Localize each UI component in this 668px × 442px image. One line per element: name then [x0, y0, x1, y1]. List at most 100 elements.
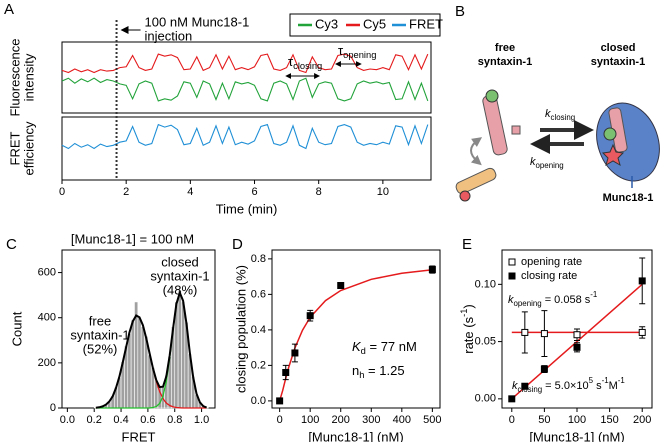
fragment — [511, 125, 521, 135]
kd-label-part: d — [361, 346, 366, 356]
panel-letter: D — [232, 236, 243, 253]
free-label: free — [495, 42, 515, 54]
k-closing-part: k — [545, 108, 551, 120]
y-axis-label: closing population (%) — [233, 265, 248, 393]
closed-label: closed — [161, 254, 199, 269]
kd-label-part: = 77 nM — [366, 339, 417, 354]
data-point — [540, 330, 548, 338]
legend-label: opening rate — [521, 256, 582, 268]
y-tick-label: 600 — [38, 266, 56, 278]
closed-label: syntaxin-1 — [591, 56, 645, 68]
x-tick-label: 300 — [362, 414, 380, 426]
y-axis-label: rate (s-1) — [459, 304, 476, 354]
data-point — [573, 343, 581, 351]
hist-bar — [127, 333, 132, 409]
x-tick-label: 400 — [393, 414, 411, 426]
free-label: syntaxin-1 — [70, 327, 129, 342]
k-opening-label-part: k — [508, 294, 514, 306]
k-closing-label-part: 5 — [589, 376, 594, 385]
legend-box — [289, 13, 441, 37]
axes-frame — [61, 116, 432, 181]
flex-arrow — [470, 137, 483, 166]
k-closing-label-part: = 5.0×10 — [542, 380, 589, 392]
y-tick-label: 0.10 — [475, 278, 496, 290]
y-tick-label: 0.8 — [251, 253, 266, 265]
y-tick-label: 200 — [38, 357, 56, 369]
x-tick-label: 200 — [332, 414, 350, 426]
y-axis-label: Fluorescence — [7, 38, 22, 116]
k-opening-label: kopening = 0.058 s-1 — [508, 290, 598, 308]
k-closing-label-part: closing — [518, 385, 543, 394]
closed-donor — [603, 127, 617, 141]
x-tick-label: 4 — [187, 186, 193, 198]
x-axis-label: [Munc18-1] (nM) — [529, 429, 624, 442]
data-point — [521, 382, 529, 390]
fit-line — [278, 268, 433, 402]
x-axis-label: FRET — [122, 429, 156, 442]
x-tick-label: 0.6 — [140, 414, 155, 426]
y-tick-label: 0.0 — [251, 395, 266, 407]
data-point — [638, 328, 646, 336]
data-point — [540, 365, 548, 373]
x-tick-label: 500 — [423, 414, 441, 426]
nh-label-part: h — [359, 370, 364, 380]
closed-acceptor — [601, 143, 625, 167]
diagram-b — [455, 89, 660, 202]
fit-curve — [95, 289, 207, 409]
k-closing-label: kclosing = 5.0×105 s-1M-1 — [512, 376, 625, 394]
k-closing-part: closing — [551, 113, 576, 122]
x-tick-label: 0.2 — [87, 414, 102, 426]
x-tick-label: 0.4 — [113, 414, 128, 426]
y-tick-label: 0.00 — [475, 393, 496, 405]
donor — [485, 89, 499, 103]
legend-label: Cy3 — [315, 16, 338, 31]
y-axis-label: intensity — [21, 53, 36, 101]
y-axis-label-part: rate (s — [461, 316, 476, 353]
hist-bar — [181, 301, 186, 409]
y-tick-label: 0.6 — [251, 288, 266, 300]
data-point — [428, 266, 436, 274]
x-tick-label: 6 — [251, 186, 257, 198]
free-label: free — [89, 313, 111, 328]
x-tick-label: 10 — [377, 186, 389, 198]
x-tick-label: 0 — [509, 414, 515, 426]
kd-label-part: K — [352, 339, 362, 354]
x-tick-label: 1.0 — [194, 414, 209, 426]
tau-closing-part: closing — [293, 61, 322, 71]
k-closing-label-part: k — [512, 380, 518, 392]
syntaxin-habc — [455, 167, 497, 195]
k-opening-part: k — [530, 156, 536, 168]
x-tick-label: 2 — [123, 186, 129, 198]
nh-label-part: = 1.25 — [364, 363, 404, 378]
k-opening-label-part: opening — [514, 299, 542, 308]
k-opening-label-part: -1 — [590, 290, 598, 299]
injection-label: 100 nM Munc18-1 — [145, 14, 250, 29]
x-tick-label: 0 — [59, 186, 65, 198]
data-point — [573, 331, 581, 339]
closed-label: closed — [601, 42, 636, 54]
k-closing-label-part: M — [609, 380, 618, 392]
k-opening: kopening — [530, 156, 564, 170]
data-point — [337, 282, 345, 290]
y-tick-label: 0 — [50, 402, 56, 414]
data-point — [306, 312, 314, 320]
panel-letter: B — [455, 3, 465, 20]
hist-bar — [137, 317, 142, 409]
acceptor — [459, 190, 471, 202]
data-point — [276, 397, 284, 405]
closed-label: syntaxin-1 — [150, 268, 209, 283]
chart-title: [Munc18-1] = 100 nM — [71, 231, 194, 246]
k-opening-part: opening — [536, 161, 564, 170]
panel-letter: A — [4, 1, 14, 18]
y-tick-label: 0.05 — [475, 336, 496, 348]
y-axis-label: efficiency — [21, 121, 36, 175]
x-axis-label: [Munc18-1] (nM) — [308, 429, 403, 442]
x-tick-label: 100 — [568, 414, 586, 426]
x-tick-label: 8 — [316, 186, 322, 198]
kd-label: Kd = 77 nM — [352, 339, 417, 356]
k-opening-label-part: = 0.058 s — [542, 294, 591, 306]
nh-label: nh = 1.25 — [352, 363, 405, 380]
y-axis-label-part: ) — [461, 304, 476, 308]
data-point — [521, 328, 529, 336]
